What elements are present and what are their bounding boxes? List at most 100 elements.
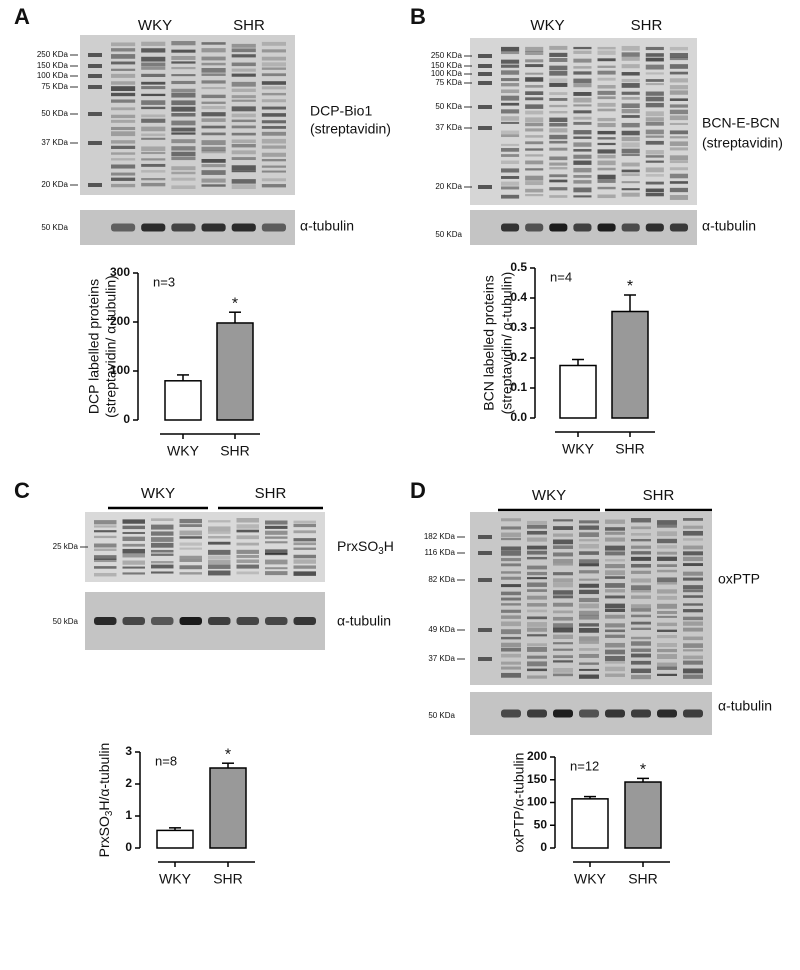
blot-band [597,194,616,199]
blot-band [631,621,651,625]
y-tick-label: 0.4 [510,290,527,304]
ladder-band [478,185,492,189]
blot-band [111,126,136,131]
blot-band [293,565,316,569]
blot-band [573,149,592,152]
blot-band [621,154,640,157]
blot-band [293,559,316,564]
blot-band [683,585,703,590]
blot-band [94,572,117,577]
blot-band [597,90,616,95]
blot-band [111,68,136,71]
blot-band [201,87,226,90]
blot-band [201,125,226,129]
blot-band [683,643,703,648]
blot-band [553,673,573,677]
blot-band [527,655,547,659]
tubulin-band [527,709,547,718]
blot-band [605,660,625,664]
blot-band [573,58,592,63]
blot-band [621,64,640,69]
blot-band [501,109,520,114]
blot-band [669,181,688,184]
blot-band [597,46,616,50]
blot-band [171,127,196,132]
blot-band [553,533,573,537]
blot-band [501,121,520,124]
blot-band [261,126,286,129]
blot-band [151,564,174,569]
blot-band [501,134,520,138]
y-tick-label: 100 [527,795,547,809]
ladder-band [88,53,102,57]
blot-band [527,603,547,607]
blot-band [501,160,520,165]
blot-band [645,129,664,135]
blot-band [201,146,226,152]
blot-band [231,150,256,155]
group-label: SHR [233,17,265,34]
blot-band [621,52,640,57]
blot-band [265,559,288,565]
blot-band [171,120,196,126]
blot-label: oxPTP [718,571,760,587]
blot-band [669,122,688,125]
blot-band [151,561,174,564]
blot-band [151,542,174,548]
blot-band [657,654,677,660]
y-tick-label: 50 [534,817,548,831]
blot-band [501,194,520,199]
blot-band [553,582,573,588]
blot-band [501,116,520,121]
blot-band [231,165,256,171]
blot-band [261,106,286,110]
blot-band [657,538,677,544]
blot-band [579,614,599,620]
blot-band [525,160,544,165]
blot-band [265,549,288,554]
blot-band [231,170,256,173]
blot-band [631,627,651,631]
blot-band [549,187,568,191]
blot-band [631,668,651,674]
blot-band [236,571,259,575]
significance: * [225,746,231,763]
blot-band [573,91,592,96]
blot-band [573,195,592,198]
blot-band [208,570,231,576]
tubulin-marker: 50 kDa [53,617,79,626]
y-tick-label: 200 [527,749,547,763]
blot-band [621,148,640,154]
blot-band [527,634,547,637]
blot-band [657,577,677,583]
marker-label: 37 KDa [41,138,68,147]
blot-band [621,173,640,177]
blot-band [669,115,688,121]
blot-band [683,556,703,562]
blot-band [179,524,202,527]
blot-band [683,616,703,621]
blot-band [201,80,226,84]
blot-band [645,83,664,86]
blot-band [261,120,286,124]
blot-label-part: H [384,538,394,554]
blot-band [683,545,703,550]
ladder-band [88,74,102,78]
blot-band [657,595,677,600]
blot-band [669,155,688,161]
blot-band [501,518,521,522]
blot-band [553,655,573,659]
x-tick-label: SHR [615,441,645,457]
blot-band [261,67,286,70]
blot-band [111,61,136,65]
blot-band [597,137,616,140]
blot-band [553,623,573,629]
blot-band [293,542,316,546]
tubulin-label: α-tubulin [300,218,354,234]
marker-label: 82 KDa [428,575,455,584]
blot-band [605,649,625,655]
blot-band [621,169,640,173]
blot-band [605,576,625,579]
blot-band [171,106,196,112]
blot-band [501,181,520,186]
